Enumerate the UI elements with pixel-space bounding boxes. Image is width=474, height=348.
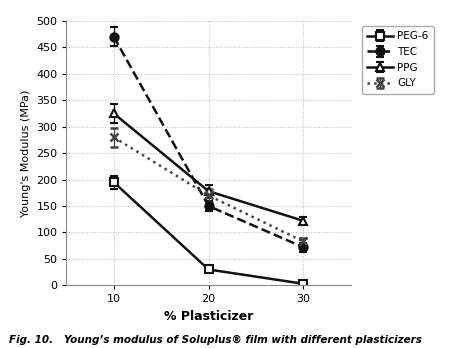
X-axis label: % Plasticizer: % Plasticizer bbox=[164, 310, 253, 323]
Text: Fig. 10.   Young’s modulus of Soluplus® film with different plasticizers: Fig. 10. Young’s modulus of Soluplus® fi… bbox=[9, 334, 422, 345]
Y-axis label: Young's Modulus (MPa): Young's Modulus (MPa) bbox=[21, 89, 31, 217]
Legend: PEG-6, TEC, PPG, GLY: PEG-6, TEC, PPG, GLY bbox=[362, 26, 434, 94]
